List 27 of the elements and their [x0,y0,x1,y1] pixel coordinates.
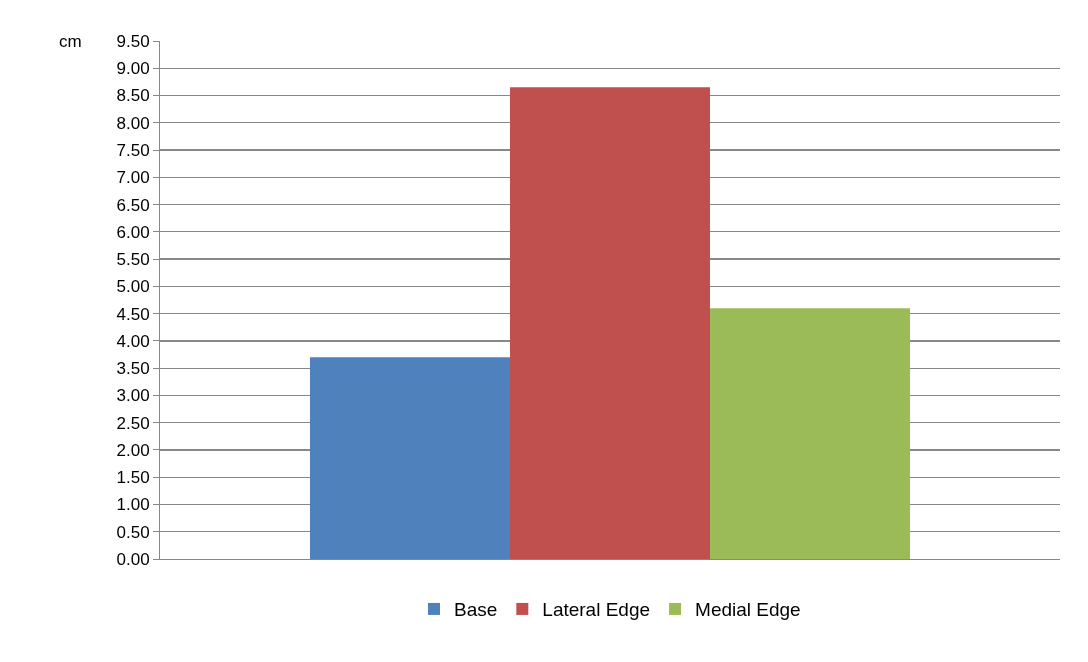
y-tick-label: 3.00 [116,386,150,406]
y-axis-title: cm [59,32,82,51]
y-tick-label: 2.50 [116,413,150,433]
y-tick-label: 8.50 [116,86,150,106]
y-tick-label: 0.50 [116,522,150,542]
bar [710,308,910,559]
bar [510,87,710,559]
y-tick-label: 5.00 [116,277,150,297]
legend-label: Lateral Edge [542,599,651,621]
y-tick-label: 9.00 [116,59,150,79]
y-tick-label: 5.50 [116,250,150,270]
y-tick-label: 2.00 [116,440,150,460]
y-tick-label: 6.00 [116,222,150,242]
legend-label: Base [454,599,498,621]
y-tick-label: 6.50 [116,195,150,215]
y-tick-label: 0.00 [116,549,150,569]
y-tick-label: 9.50 [116,31,150,51]
y-tick-label: 7.50 [116,141,150,160]
y-tick-label: 8.00 [116,113,150,133]
y-tick-label: 3.50 [116,359,150,379]
y-tick-label: 4.50 [116,304,150,324]
y-tick-label: 1.50 [116,468,150,488]
y-tick-label: 7.00 [116,168,150,188]
y-tick-label: 1.00 [116,495,150,515]
y-tick-label: 4.00 [116,331,150,351]
bar [310,357,510,559]
legend-label: Medial Edge [695,599,801,621]
